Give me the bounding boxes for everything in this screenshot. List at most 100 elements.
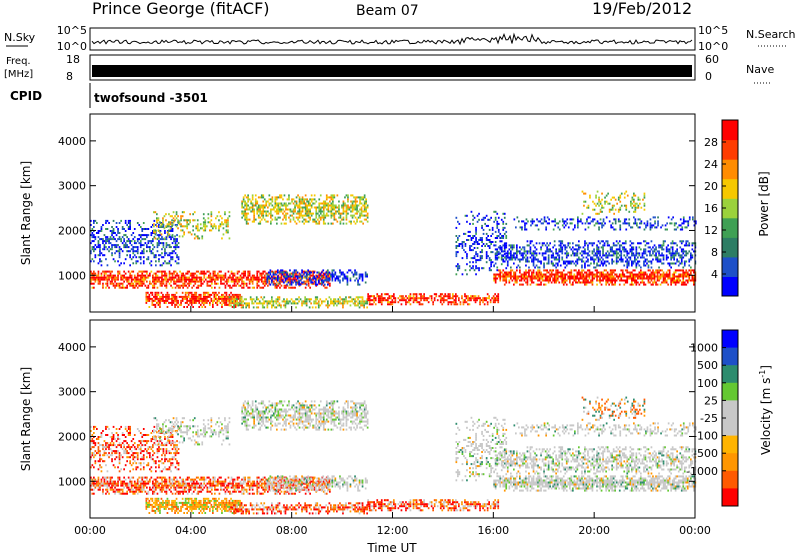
power-cell [290, 302, 293, 305]
power-cell [541, 277, 544, 280]
power-cell [686, 273, 689, 276]
power-cell [308, 306, 311, 309]
power-cell [150, 264, 153, 267]
power-cell [181, 299, 184, 302]
power-cell [225, 303, 228, 306]
power-cell [191, 274, 193, 277]
power-cell [655, 256, 657, 259]
power-cell [248, 280, 251, 283]
power-cell [180, 225, 182, 228]
power-cell [611, 208, 614, 211]
power-cell [103, 234, 106, 237]
power-cell [679, 275, 682, 278]
power-cell [447, 295, 450, 298]
power-cell [640, 277, 642, 280]
power-cell [227, 229, 229, 232]
power-cell [133, 278, 136, 281]
power-cell [569, 260, 571, 263]
power-cell [99, 244, 101, 247]
power-cell [256, 206, 259, 209]
power-cell [493, 244, 495, 247]
power-cell [289, 220, 292, 223]
power-cell [285, 218, 287, 221]
power-cell [366, 220, 369, 223]
power-cell [499, 277, 502, 280]
power-cell [232, 276, 234, 279]
power-cell [569, 246, 571, 249]
power-cell [550, 254, 553, 257]
power-cell [112, 282, 115, 285]
power-cell [99, 252, 101, 255]
power-cell [111, 270, 113, 273]
power-cell [449, 301, 451, 304]
power-cell [336, 220, 339, 223]
power-cell [496, 254, 499, 257]
power-cell [257, 216, 260, 219]
power-cell [596, 271, 598, 274]
power-cell [691, 256, 694, 259]
power-cell [141, 228, 144, 230]
power-cell [294, 204, 296, 207]
power-cell [338, 206, 340, 209]
power-cell [187, 299, 190, 302]
power-cell [247, 276, 249, 279]
power-cell [661, 281, 663, 284]
power-cell [330, 300, 332, 303]
power-cell [495, 297, 498, 300]
power-cell [599, 279, 601, 282]
power-cell [587, 226, 590, 229]
power-cell [652, 275, 654, 278]
power-cell [142, 248, 145, 251]
power-cell [232, 278, 234, 281]
power-cell [144, 274, 147, 277]
power-cell [667, 275, 669, 278]
power-cell [449, 297, 451, 300]
power-cell [587, 252, 589, 255]
power-cell [303, 222, 305, 225]
power-cell [585, 277, 588, 280]
power-cell [584, 244, 586, 247]
power-cell [146, 236, 148, 239]
power-cell [473, 297, 475, 300]
power-cell [298, 206, 301, 209]
power-cell [319, 208, 322, 211]
power-cell [340, 298, 343, 301]
power-cell [129, 219, 131, 222]
power-cell [301, 202, 304, 205]
power-cell [318, 216, 321, 219]
power-cell [606, 271, 609, 274]
power-cell [156, 293, 158, 296]
power-cell [304, 280, 307, 283]
power-cell [221, 295, 223, 298]
power-cell [322, 216, 325, 219]
power-cell [227, 231, 229, 234]
power-cell [314, 298, 317, 301]
power-cell [114, 238, 116, 241]
power-cell [623, 248, 626, 251]
power-cell [159, 225, 161, 228]
power-cell [190, 293, 193, 296]
power-cell [289, 208, 292, 211]
power-cell [585, 252, 588, 255]
power-cell [277, 208, 280, 211]
power-cell [282, 198, 284, 201]
power-cell [166, 299, 169, 302]
power-cell [565, 250, 568, 253]
power-cell [270, 216, 272, 219]
power-cell [548, 222, 550, 225]
power-cell [223, 274, 225, 277]
power-cell [136, 282, 139, 285]
power-cell [225, 297, 228, 300]
power-cell [343, 275, 346, 278]
power-cell [120, 238, 122, 241]
power-cell [240, 306, 243, 309]
power-cell [674, 254, 677, 257]
power-cell [623, 264, 626, 267]
power-cell [556, 277, 559, 280]
power-cell [230, 291, 232, 294]
power-cell [139, 246, 142, 249]
power-cell [631, 275, 633, 278]
power-cell [569, 279, 571, 282]
power-cell [218, 274, 221, 277]
power-cell [286, 212, 289, 215]
